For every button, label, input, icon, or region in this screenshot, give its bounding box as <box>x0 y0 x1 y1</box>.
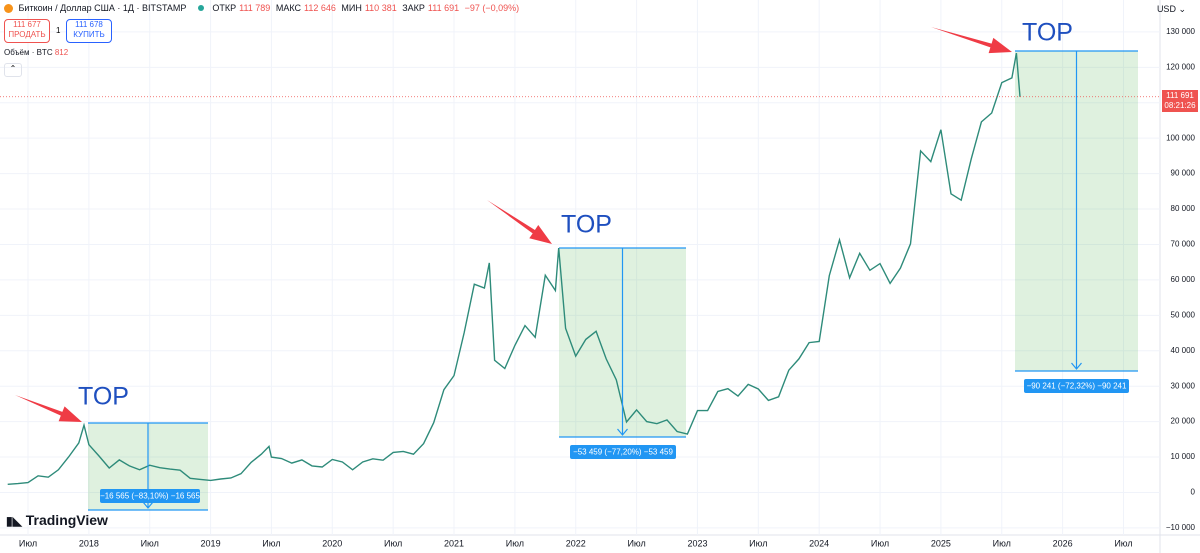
x-tick-label: Июл <box>141 538 159 548</box>
y-tick-label: 100 000 <box>1166 133 1195 142</box>
y-tick-label: 0 <box>1191 488 1196 497</box>
pointer-arrow <box>15 395 82 422</box>
y-tick-label: 130 000 <box>1166 27 1195 36</box>
top-label: TOP <box>1022 19 1073 47</box>
open: 111 789 <box>239 3 271 13</box>
x-tick-label: 2026 <box>1053 538 1073 548</box>
symbol[interactable]: Биткоин / Доллар США · 1Д · BITSTAMP <box>18 3 187 13</box>
range-label: −16 565 (−83,10%) −16 565 <box>100 492 200 501</box>
x-tick-label: Июл <box>1114 538 1132 548</box>
x-tick-label: 2022 <box>566 538 586 548</box>
price-tag: 111 691 08:21:26 <box>1162 90 1198 112</box>
collapse-button[interactable]: ⌃ <box>4 63 22 77</box>
sell-label: ПРОДАТЬ <box>8 30 46 39</box>
x-tick-label: Июл <box>384 538 402 548</box>
volume-label: Объём · BTC <box>4 48 53 57</box>
top-label: TOP <box>561 211 612 239</box>
y-tick-label: 90 000 <box>1171 169 1196 178</box>
high-label: МАКС <box>275 3 301 13</box>
x-tick-label: Июл <box>19 538 37 548</box>
currency[interactable]: USD ⌄ <box>1156 4 1186 14</box>
price-line <box>7 52 1021 485</box>
header: Биткоин / Доллар США · 1Д · BITSTAMP ОТК… <box>4 3 522 14</box>
brand-name: TradingView <box>25 512 108 528</box>
range-label-box <box>570 445 676 459</box>
range-arrow-head <box>1071 362 1082 370</box>
low: 110 381 <box>364 3 397 13</box>
countdown: 08:21:26 <box>1164 101 1196 110</box>
range-arrow-head <box>617 428 628 436</box>
change: −97 (−0,09%) <box>464 3 520 13</box>
y-tick-label: 10 000 <box>1171 452 1196 461</box>
close-label: ЗАКР <box>402 3 425 13</box>
y-tick-label: 80 000 <box>1171 204 1196 213</box>
top-label: TOP <box>78 383 129 411</box>
range-label-box <box>1024 379 1129 393</box>
y-tick-label: 30 000 <box>1171 381 1196 390</box>
buy-label: КУПИТЬ <box>73 30 105 39</box>
high: 112 646 <box>303 3 336 13</box>
y-tick-label: 70 000 <box>1171 240 1196 249</box>
volume-legend: Объём · BTC 812 <box>4 48 68 57</box>
x-tick-label: Июл <box>506 538 524 548</box>
x-tick-label: Июл <box>871 538 889 548</box>
x-tick-label: Июл <box>627 538 645 548</box>
x-tick-label: 2019 <box>201 538 221 548</box>
volume: 812 <box>54 48 69 57</box>
y-tick-label: 40 000 <box>1171 346 1196 355</box>
x-tick-label: Июл <box>749 538 767 548</box>
currency-label: USD <box>1156 4 1176 14</box>
pointer-arrow <box>487 200 552 244</box>
x-tick-label: 2020 <box>322 538 342 548</box>
y-tick-label: 50 000 <box>1171 310 1196 319</box>
pointer-arrow <box>931 27 1012 54</box>
status-dot <box>197 5 204 11</box>
x-tick-label: 2023 <box>687 538 707 548</box>
buy-button[interactable]: 111 678 КУПИТЬ <box>66 19 112 43</box>
x-tick-label: Июл <box>262 538 280 548</box>
low-label: МИН <box>341 3 362 13</box>
buy-price: 111 678 <box>75 20 103 29</box>
y-tick-label: 20 000 <box>1171 417 1196 426</box>
y-tick-label: 60 000 <box>1171 275 1196 284</box>
x-tick-label: Июл <box>993 538 1011 548</box>
close: 111 691 <box>427 3 460 13</box>
y-tick-label: −10 000 <box>1166 523 1196 532</box>
x-tick-label: 2018 <box>79 538 99 548</box>
sell-price: 111 677 <box>13 20 41 29</box>
range-arrow-head <box>142 501 154 509</box>
range-label: −90 241 (−72,32%) −90 241 <box>1027 382 1127 391</box>
spread: 1 <box>56 26 61 35</box>
open-label: ОТКР <box>212 3 237 13</box>
range-label: −53 459 (−77,20%) −53 459 <box>573 448 673 457</box>
sell-button[interactable]: 111 677 ПРОДАТЬ <box>4 19 50 43</box>
price-tag-value: 111 691 <box>1166 91 1194 100</box>
y-tick-label: 120 000 <box>1166 62 1195 71</box>
coin-icon <box>4 4 13 14</box>
brand: ▮◣ TradingView <box>6 512 108 528</box>
x-tick-label: 2021 <box>444 538 464 548</box>
x-tick-label: 2025 <box>931 538 951 548</box>
range-label-box <box>100 489 200 503</box>
x-tick-label: 2024 <box>809 538 829 548</box>
